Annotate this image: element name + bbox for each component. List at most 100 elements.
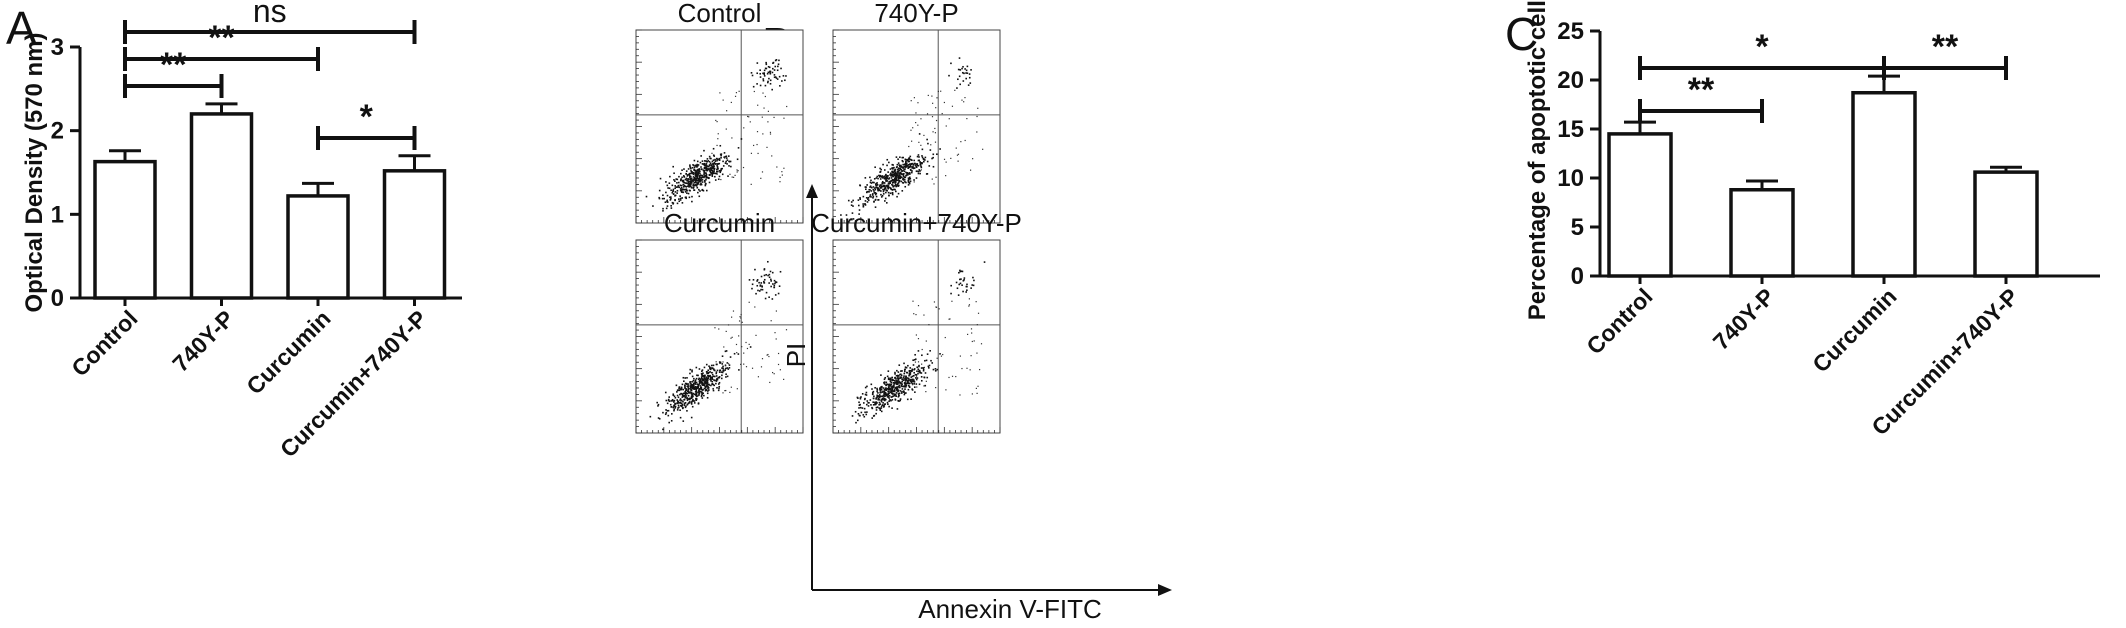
panel-c-bar (1973, 170, 2039, 278)
flow-event-point (871, 393, 874, 396)
flow-event-point (697, 391, 700, 393)
flow-event-point (665, 399, 668, 402)
flow-event-point (945, 161, 947, 163)
flow-event-point (722, 392, 724, 394)
flow-event-point (866, 385, 868, 388)
flow-event-point (748, 279, 751, 281)
flow-event-point (902, 163, 904, 166)
flow-event-point (875, 184, 878, 187)
flow-event-point (695, 170, 698, 173)
flow-event-point (894, 398, 897, 401)
flow-event-point (681, 399, 683, 402)
flow-event-point (904, 163, 907, 166)
flow-event-point (691, 384, 694, 386)
flow-event-point (963, 101, 965, 103)
flow-event-point (694, 169, 697, 172)
flow-event-point (718, 328, 720, 330)
panel-a-y-tick-label: 3 (51, 34, 64, 61)
flow-event-point (874, 188, 877, 191)
flow-event-point (904, 384, 906, 387)
flow-event-point (880, 410, 883, 413)
flow-event-point (923, 376, 926, 379)
flow-event-point (716, 166, 719, 168)
flow-event-point (865, 413, 868, 416)
flow-event-point (903, 375, 905, 377)
flow-event-point (955, 147, 957, 149)
flow-event-point (898, 395, 900, 397)
flow-event-point (912, 364, 915, 366)
flow-event-point (694, 383, 697, 385)
flow-event-point (911, 389, 914, 391)
flow-event-point (912, 167, 915, 170)
flow-event-point (704, 387, 707, 389)
flow-event-point (894, 387, 896, 390)
flow-event-point (692, 392, 695, 395)
panel-a-bar (382, 169, 447, 300)
flow-event-point (687, 394, 690, 397)
flow-event-point (721, 355, 724, 358)
flow-event-point (921, 148, 924, 151)
flow-event-point (706, 169, 708, 172)
flow-event-point (883, 405, 886, 407)
flow-event-point (884, 398, 886, 400)
flow-event-point (701, 181, 704, 183)
flow-event-point (932, 156, 934, 159)
flow-event-point (688, 398, 691, 401)
flow-event-point (908, 177, 910, 180)
flow-event-point (875, 401, 878, 403)
flow-event-point (927, 365, 930, 368)
flow-event-point (763, 107, 765, 109)
flow-event-point (682, 181, 685, 183)
flow-event-point (873, 178, 876, 180)
flow-event-point (891, 388, 894, 391)
flow-event-point (899, 172, 901, 175)
flow-event-point (704, 183, 707, 186)
flow-event-point (671, 191, 674, 194)
flow-event-point (898, 382, 901, 384)
flow-event-point (905, 171, 907, 174)
flow-event-point (719, 362, 721, 364)
flow-event-point (903, 179, 906, 181)
flow-event-point (666, 205, 669, 207)
flow-event-point (711, 376, 714, 378)
flow-event-point (725, 155, 728, 158)
flow-event-point (665, 412, 668, 414)
flow-event-point (968, 298, 970, 300)
flow-event-point (773, 76, 776, 79)
flow-event-point (886, 375, 889, 378)
flow-event-point (720, 153, 723, 155)
flow-event-point (933, 183, 935, 185)
flow-event-point (933, 301, 936, 303)
flow-event-point (779, 176, 781, 179)
flow-event-point (701, 391, 703, 394)
flow-event-point (673, 409, 675, 412)
flow-event-point (907, 379, 910, 382)
flow-event-point (668, 400, 671, 402)
flow-event-point (671, 184, 674, 187)
flow-event-point (707, 168, 710, 171)
flow-event-point (907, 160, 909, 163)
flow-event-point (920, 166, 923, 169)
flow-event-point (911, 382, 914, 385)
flow-event-point (695, 181, 697, 183)
flow-event-point (685, 392, 687, 394)
panel-c-bar (1607, 132, 1673, 278)
flow-event-point (768, 282, 770, 284)
flow-event-point (763, 75, 766, 77)
flow-event-point (921, 156, 924, 159)
flow-event-point (893, 172, 896, 175)
flow-event-point (917, 170, 920, 173)
flow-event-point (897, 376, 899, 378)
flow-event-point (707, 160, 710, 162)
flow-event-point (914, 373, 917, 376)
flow-event-point (726, 163, 728, 165)
flow-event-point (873, 395, 875, 398)
flow-event-point (764, 67, 767, 70)
flow-event-point (679, 197, 682, 200)
flow-event-point (901, 156, 904, 159)
flow-event-point (704, 181, 706, 183)
flow-event-point (752, 279, 755, 281)
flow-event-point (908, 163, 911, 166)
flow-event-point (907, 158, 909, 161)
flow-event-point (675, 384, 678, 387)
